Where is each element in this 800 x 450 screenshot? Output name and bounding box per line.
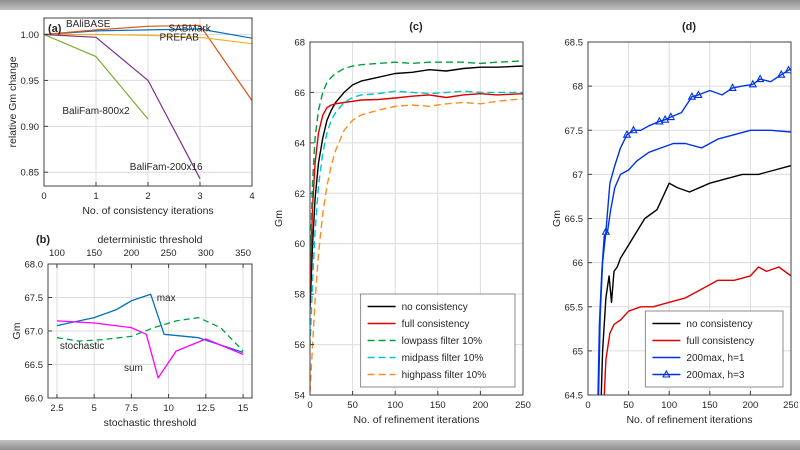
svg-text:65.5: 65.5	[565, 302, 584, 313]
svg-text:no consistency: no consistency	[686, 319, 752, 330]
svg-text:67.5: 67.5	[565, 126, 584, 137]
svg-text:full consistency: full consistency	[686, 336, 754, 347]
svg-text:250: 250	[783, 400, 798, 411]
svg-text:100: 100	[49, 248, 65, 259]
chart-svg-3: 0 50 100 150 200 250 64.5 65 65.5 66 66.5 67 67.5 68 6…	[551, 21, 798, 426]
svg-text:(a): (a)	[48, 23, 62, 35]
svg-text:max: max	[157, 293, 176, 304]
svg-text:200: 200	[472, 400, 488, 411]
svg-text:stochastic threshold: stochastic threshold	[104, 417, 197, 429]
svg-text:0.85: 0.85	[21, 168, 40, 179]
svg-text:No. of refinement iterations: No. of refinement iterations	[626, 414, 752, 426]
svg-text:midpass filter 10%: midpass filter 10%	[402, 353, 484, 364]
svg-text:68: 68	[572, 82, 583, 93]
svg-text:200: 200	[742, 400, 758, 411]
svg-text:3: 3	[197, 191, 202, 202]
svg-text:No. of refinement iterations: No. of refinement iterations	[353, 414, 479, 426]
svg-text:65: 65	[572, 346, 583, 357]
svg-text:(d): (d)	[682, 21, 696, 33]
svg-text:62: 62	[294, 189, 305, 200]
chart-svg-0: 0 1 2 3 4 0.85 0.90 0.95 1.00 No. of consistency …	[8, 17, 255, 217]
letterbox-bottom-bar	[0, 440, 800, 450]
chart-svg-1: 2.5 5 7.5 10 12.5 15 66.0 66.5 67.0 67.5 68.0 100 15…	[11, 234, 253, 429]
svg-text:2.5: 2.5	[50, 403, 63, 414]
svg-text:BaliFam-200x16: BaliFam-200x16	[130, 162, 203, 173]
svg-text:10: 10	[163, 403, 174, 414]
svg-text:250: 250	[161, 248, 177, 259]
svg-text:(c): (c)	[409, 21, 423, 33]
svg-text:67.5: 67.5	[25, 293, 44, 304]
svg-text:68.5: 68.5	[565, 38, 584, 49]
svg-text:lowpass filter 10%: lowpass filter 10%	[402, 336, 483, 347]
svg-text:56: 56	[294, 340, 305, 351]
svg-text:SABMark: SABMark	[168, 23, 211, 34]
svg-text:68: 68	[294, 38, 305, 49]
svg-text:67: 67	[572, 170, 583, 181]
svg-text:66: 66	[572, 258, 583, 269]
panel-a-relative-gm-change-chart: 0 1 2 3 4 0.85 0.90 0.95 1.00 No. of consistency …	[8, 10, 260, 222]
panel-d-refinement-iterations-zoom-chart: 0 50 100 150 200 250 64.5 65 65.5 66 66.5 67 67.5 68 6…	[544, 10, 798, 435]
svg-text:58: 58	[294, 290, 305, 301]
svg-text:68.0: 68.0	[25, 260, 44, 271]
svg-text:50: 50	[623, 400, 634, 411]
svg-text:(b): (b)	[36, 234, 50, 246]
letterbox-top-bar	[0, 0, 800, 10]
svg-text:BAliBASE: BAliBASE	[66, 19, 111, 30]
svg-text:sum: sum	[124, 363, 143, 374]
svg-text:Gm: Gm	[11, 322, 23, 339]
panel-c-refinement-iterations-chart: 0 50 100 150 200 250 54 56 58 60 62 64 66 68 No. of re…	[270, 10, 536, 435]
svg-text:1: 1	[93, 191, 98, 202]
svg-text:100: 100	[661, 400, 677, 411]
svg-text:66: 66	[294, 88, 305, 99]
svg-text:5: 5	[92, 403, 97, 414]
svg-text:stochastic: stochastic	[60, 341, 104, 352]
svg-text:PREFAB: PREFAB	[159, 32, 199, 43]
svg-text:0: 0	[307, 400, 312, 411]
svg-text:0.95: 0.95	[21, 76, 40, 87]
svg-text:150: 150	[702, 400, 718, 411]
svg-text:200max, h=3: 200max, h=3	[686, 370, 745, 381]
svg-text:150: 150	[86, 248, 102, 259]
svg-text:highpass filter 10%: highpass filter 10%	[402, 370, 487, 381]
chart-svg-2: 0 50 100 150 200 250 54 56 58 60 62 64 66 68 No. of re…	[273, 21, 531, 426]
svg-text:60: 60	[294, 239, 305, 250]
svg-text:4: 4	[249, 191, 254, 202]
svg-text:7.5: 7.5	[125, 403, 138, 414]
svg-text:66.0: 66.0	[25, 394, 44, 405]
svg-text:50: 50	[347, 400, 358, 411]
svg-text:BaliFam-800x2: BaliFam-800x2	[62, 106, 130, 117]
svg-text:Gm: Gm	[273, 210, 285, 227]
svg-text:250: 250	[515, 400, 531, 411]
svg-text:66.5: 66.5	[25, 360, 44, 371]
svg-text:full consistency: full consistency	[402, 319, 470, 330]
svg-text:54: 54	[294, 391, 305, 402]
svg-text:300: 300	[198, 248, 214, 259]
svg-text:1.00: 1.00	[21, 30, 40, 41]
svg-text:deterministic threshold: deterministic threshold	[97, 234, 202, 246]
svg-text:no consistency: no consistency	[402, 302, 468, 313]
svg-text:150: 150	[430, 400, 446, 411]
svg-text:Gm: Gm	[551, 210, 563, 227]
panel-b-threshold-gm-chart: 2.5 5 7.5 10 12.5 15 66.0 66.5 67.0 67.5 68.0 100 15…	[8, 228, 260, 438]
svg-text:0: 0	[41, 191, 46, 202]
svg-text:0: 0	[585, 400, 590, 411]
svg-text:No. of consistency iterations: No. of consistency iterations	[82, 205, 213, 217]
svg-text:2: 2	[145, 191, 150, 202]
svg-text:100: 100	[387, 400, 403, 411]
svg-text:67.0: 67.0	[25, 327, 44, 338]
svg-text:200max, h=1: 200max, h=1	[686, 353, 745, 364]
svg-text:64.5: 64.5	[565, 391, 584, 402]
svg-text:0.90: 0.90	[21, 122, 40, 133]
svg-text:relative Gm change: relative Gm change	[8, 56, 19, 147]
svg-text:12.5: 12.5	[197, 403, 216, 414]
svg-text:15: 15	[238, 403, 249, 414]
svg-text:350: 350	[235, 248, 251, 259]
svg-text:64: 64	[294, 138, 305, 149]
svg-text:66.5: 66.5	[565, 214, 584, 225]
svg-text:200: 200	[123, 248, 139, 259]
